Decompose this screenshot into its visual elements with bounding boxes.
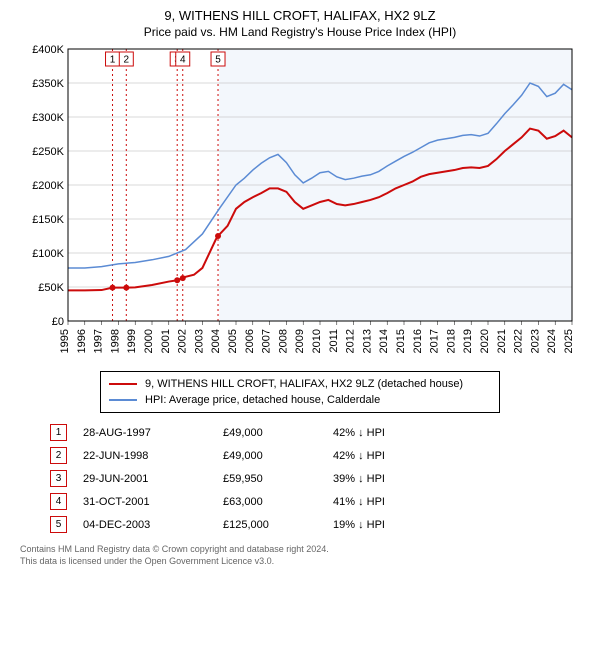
- tx-date: 29-JUN-2001: [83, 473, 223, 485]
- transaction-row: 1 28-AUG-1997£49,00042% ↓ HPI: [50, 421, 550, 444]
- x-tick-label: 2009: [294, 329, 306, 353]
- x-tick-label: 2007: [261, 329, 273, 353]
- x-tick-label: 2005: [227, 329, 239, 353]
- y-tick-label: £300K: [32, 112, 64, 124]
- x-tick-label: 2025: [563, 329, 575, 353]
- tx-hpi: 19% ↓ HPI: [333, 519, 550, 531]
- y-tick-label: £350K: [32, 78, 64, 90]
- tx-price: £49,000: [223, 427, 333, 439]
- legend: 9, WITHENS HILL CROFT, HALIFAX, HX2 9LZ …: [100, 371, 500, 413]
- transaction-row: 4 31-OCT-2001£63,00041% ↓ HPI: [50, 490, 550, 513]
- x-tick-label: 1995: [59, 329, 71, 353]
- x-tick-label: 2020: [479, 329, 491, 353]
- x-tick-label: 2006: [244, 329, 256, 353]
- tx-date: 31-OCT-2001: [83, 496, 223, 508]
- x-tick-label: 1998: [109, 329, 121, 353]
- x-tick-label: 2018: [445, 329, 457, 353]
- marker-badge-number: 1: [110, 55, 116, 66]
- tx-badge: 5: [50, 516, 67, 533]
- x-tick-label: 2001: [160, 329, 172, 353]
- transaction-row: 3 29-JUN-2001£59,95039% ↓ HPI: [50, 467, 550, 490]
- sale-dot: [123, 285, 129, 291]
- tx-date: 04-DEC-2003: [83, 519, 223, 531]
- y-tick-label: £0: [52, 316, 64, 328]
- sale-dot: [110, 285, 116, 291]
- x-tick-label: 2019: [462, 329, 474, 353]
- price-chart: £0 £50K £100K £150K £200K £250K £300K £350K £400…: [20, 43, 580, 363]
- sale-dot: [174, 277, 180, 283]
- x-tick-label: 2000: [143, 329, 155, 353]
- footer-line-2: This data is licensed under the Open Gov…: [20, 556, 580, 568]
- x-tick-label: 2014: [378, 329, 390, 353]
- x-tick-label: 2015: [395, 329, 407, 353]
- x-tick-label: 2023: [529, 329, 541, 353]
- x-tick-label: 2012: [345, 329, 357, 353]
- x-tick-label: 2016: [412, 329, 424, 353]
- footer-line-1: Contains HM Land Registry data © Crown c…: [20, 544, 580, 556]
- legend-item: 9, WITHENS HILL CROFT, HALIFAX, HX2 9LZ …: [109, 376, 491, 392]
- y-tick-label: £200K: [32, 180, 64, 192]
- tx-hpi: 42% ↓ HPI: [333, 427, 550, 439]
- tx-badge: 1: [50, 424, 67, 441]
- x-tick-label: 1999: [126, 329, 138, 353]
- footer-attribution: Contains HM Land Registry data © Crown c…: [20, 544, 580, 567]
- x-tick-label: 2002: [177, 329, 189, 353]
- x-tick-label: 2011: [328, 329, 340, 353]
- x-tick-label: 2003: [193, 329, 205, 353]
- x-tick-label: 2013: [361, 329, 373, 353]
- y-tick-label: £50K: [38, 282, 64, 294]
- marker-badge-number: 4: [180, 55, 186, 66]
- tx-price: £59,950: [223, 473, 333, 485]
- legend-label: HPI: Average price, detached house, Cald…: [145, 392, 380, 408]
- tx-badge: 4: [50, 493, 67, 510]
- tx-price: £63,000: [223, 496, 333, 508]
- x-tick-label: 2017: [429, 329, 441, 353]
- x-tick-label: 2010: [311, 329, 323, 353]
- x-tick-label: 2008: [277, 329, 289, 353]
- x-tick-label: 2024: [546, 329, 558, 353]
- marker-badge-number: 5: [215, 55, 221, 66]
- tx-hpi: 42% ↓ HPI: [333, 450, 550, 462]
- tx-date: 28-AUG-1997: [83, 427, 223, 439]
- y-tick-label: £100K: [32, 248, 64, 260]
- page-title: 9, WITHENS HILL CROFT, HALIFAX, HX2 9LZ: [0, 0, 600, 23]
- y-tick-label: £150K: [32, 214, 64, 226]
- transactions-table: 1 28-AUG-1997£49,00042% ↓ HPI 2 22-JUN-1998…: [50, 421, 550, 536]
- legend-swatch: [109, 383, 137, 385]
- sale-dot: [215, 233, 221, 239]
- x-tick-label: 2021: [496, 329, 508, 353]
- x-tick-label: 2004: [210, 329, 222, 353]
- tx-hpi: 39% ↓ HPI: [333, 473, 550, 485]
- x-tick-label: 2022: [513, 329, 525, 353]
- x-tick-label: 1996: [76, 329, 88, 353]
- tx-hpi: 41% ↓ HPI: [333, 496, 550, 508]
- tx-date: 22-JUN-1998: [83, 450, 223, 462]
- transaction-row: 5 04-DEC-2003£125,00019% ↓ HPI: [50, 513, 550, 536]
- legend-swatch: [109, 399, 137, 401]
- transaction-row: 2 22-JUN-1998£49,00042% ↓ HPI: [50, 444, 550, 467]
- legend-label: 9, WITHENS HILL CROFT, HALIFAX, HX2 9LZ …: [145, 376, 463, 392]
- tx-badge: 3: [50, 470, 67, 487]
- marker-badge-number: 2: [124, 55, 130, 66]
- y-tick-label: £250K: [32, 146, 64, 158]
- tx-badge: 2: [50, 447, 67, 464]
- page-subtitle: Price paid vs. HM Land Registry's House …: [0, 23, 600, 43]
- page: 9, WITHENS HILL CROFT, HALIFAX, HX2 9LZ …: [0, 0, 600, 650]
- y-tick-label: £400K: [32, 44, 64, 56]
- tx-price: £125,000: [223, 519, 333, 531]
- sale-dot: [180, 275, 186, 281]
- x-tick-label: 1997: [93, 329, 105, 353]
- legend-item: HPI: Average price, detached house, Cald…: [109, 392, 491, 408]
- tx-price: £49,000: [223, 450, 333, 462]
